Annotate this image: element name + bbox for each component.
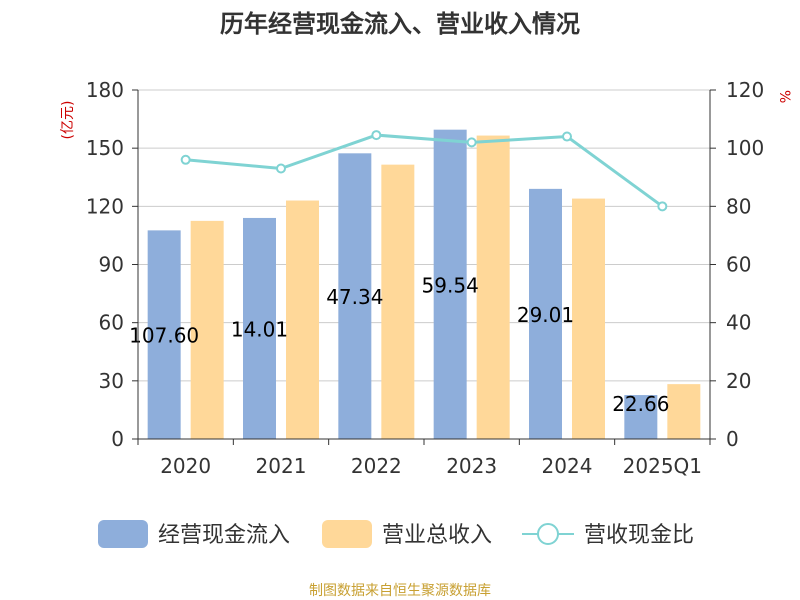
right-tick-label: 120 xyxy=(726,78,764,102)
ratio-point xyxy=(466,137,477,148)
bar-cash-inflow xyxy=(624,395,658,439)
data-label: 47.34 xyxy=(326,285,383,309)
ratio-line-series xyxy=(180,130,668,212)
x-tick-label: 2020 xyxy=(160,454,211,478)
ratio-point xyxy=(657,201,668,212)
right-tick-label: 60 xyxy=(726,253,751,277)
ratio-point xyxy=(180,154,191,165)
legend-cash-inflow-label: 经营现金流入 xyxy=(158,523,290,548)
grid-lines xyxy=(138,89,710,440)
legend-cash-inflow-swatch xyxy=(98,520,148,548)
left-tick-label: 180 xyxy=(86,78,124,102)
right-tick-label: 80 xyxy=(726,194,751,218)
x-tick-label: 2022 xyxy=(351,454,402,478)
legend[interactable]: 经营现金流入 营业总收入 营收现金比 xyxy=(98,520,694,548)
data-source-note: 制图数据来自恒生聚源数据库 xyxy=(309,583,491,599)
right-tick-label: 40 xyxy=(726,311,751,335)
bar-revenue xyxy=(572,198,605,439)
right-tick-label: 0 xyxy=(726,427,739,451)
bar-cash-inflow xyxy=(529,188,562,439)
data-label: 22.66 xyxy=(612,392,669,416)
legend-ratio-marker xyxy=(537,523,559,545)
bar-revenue xyxy=(190,220,224,439)
bar-series xyxy=(147,129,701,440)
chart-title: 历年经营现金流入、营业收入情况 xyxy=(220,10,580,38)
bar-cash-inflow xyxy=(147,230,181,439)
data-label: 14.01 xyxy=(231,317,288,341)
data-label: 29.01 xyxy=(517,303,574,327)
legend-ratio-label: 营收现金比 xyxy=(584,523,694,548)
x-tick-label: 2021 xyxy=(256,454,307,478)
right-tick-label: 100 xyxy=(726,136,764,160)
data-label: 59.54 xyxy=(422,273,479,297)
left-tick-label: 60 xyxy=(99,311,124,335)
left-tick-label: 150 xyxy=(86,136,124,160)
x-tick-label: 2024 xyxy=(542,454,593,478)
left-tick-label: 0 xyxy=(111,427,124,451)
left-axis-unit: (亿元) xyxy=(60,101,76,140)
bar-revenue xyxy=(286,200,319,439)
ratio-point xyxy=(276,163,286,174)
right-tick-label: 20 xyxy=(726,369,751,393)
bar-cash-inflow xyxy=(243,217,276,439)
bar-revenue xyxy=(476,135,510,439)
left-tick-label: 120 xyxy=(86,194,124,218)
bar-cash-inflow xyxy=(433,129,467,439)
axes: 0 30 60 90 120 150 180 0 20 40 60 80 100 120 % 2020 2021… xyxy=(86,78,792,478)
bar-revenue xyxy=(667,384,701,439)
left-tick-label: 90 xyxy=(99,253,124,277)
legend-revenue-label: 营业总收入 xyxy=(382,523,492,548)
data-labels: 107.60 14.01 47.34 59.54 29.01 22.66 xyxy=(129,273,669,416)
right-axis-unit: % xyxy=(776,90,792,103)
bar-cash-inflow xyxy=(338,153,372,440)
ratio-point xyxy=(562,131,572,142)
left-tick-label: 30 xyxy=(99,369,124,393)
data-label: 107.60 xyxy=(129,324,199,348)
ratio-point xyxy=(371,130,382,141)
x-tick-label: 2025Q1 xyxy=(623,454,702,478)
legend-revenue-swatch xyxy=(322,520,372,548)
ratio-line xyxy=(185,133,664,208)
x-tick-label: 2023 xyxy=(446,454,497,478)
bar-revenue xyxy=(381,164,415,439)
